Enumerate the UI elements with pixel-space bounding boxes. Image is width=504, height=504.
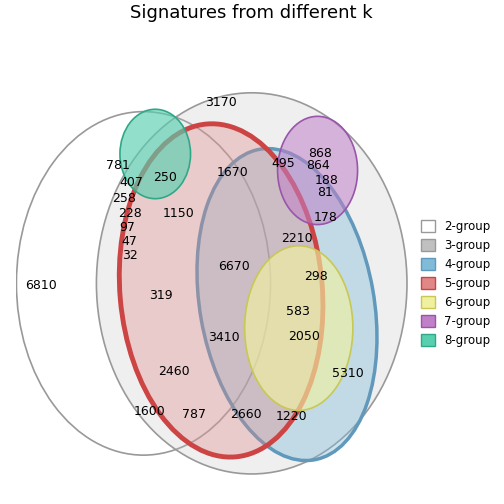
Text: 868: 868	[308, 148, 332, 160]
Text: 2210: 2210	[281, 232, 312, 245]
Ellipse shape	[244, 246, 353, 410]
Text: 6810: 6810	[25, 279, 57, 292]
Text: 495: 495	[272, 157, 295, 170]
Text: 47: 47	[121, 234, 137, 247]
Text: 1220: 1220	[276, 410, 307, 422]
Text: 1670: 1670	[217, 166, 249, 179]
Text: 2660: 2660	[230, 408, 262, 421]
Ellipse shape	[119, 124, 323, 457]
Text: 188: 188	[315, 174, 339, 187]
Legend: 2-group, 3-group, 4-group, 5-group, 6-group, 7-group, 8-group: 2-group, 3-group, 4-group, 5-group, 6-gr…	[421, 220, 490, 347]
Text: 787: 787	[182, 408, 206, 421]
Text: 864: 864	[306, 159, 330, 172]
Text: 250: 250	[153, 171, 176, 184]
Text: 6670: 6670	[218, 261, 250, 273]
Text: 258: 258	[112, 192, 136, 205]
Text: 97: 97	[119, 221, 135, 234]
Text: 2460: 2460	[158, 365, 190, 379]
Text: 1600: 1600	[133, 405, 165, 418]
Text: 228: 228	[118, 207, 142, 220]
Ellipse shape	[120, 109, 191, 199]
Ellipse shape	[278, 116, 357, 225]
Text: 1150: 1150	[163, 207, 195, 220]
Text: 81: 81	[317, 186, 333, 199]
Text: 298: 298	[304, 270, 328, 283]
Text: 5310: 5310	[332, 367, 364, 380]
Text: 319: 319	[150, 289, 173, 301]
Title: Signatures from different k: Signatures from different k	[131, 4, 373, 22]
Text: 407: 407	[120, 176, 144, 188]
Text: 178: 178	[314, 211, 338, 224]
Text: 3170: 3170	[205, 96, 237, 109]
Text: 3410: 3410	[208, 331, 239, 344]
Text: 2050: 2050	[288, 330, 321, 343]
Text: 583: 583	[286, 305, 310, 318]
Ellipse shape	[96, 93, 407, 474]
Ellipse shape	[197, 149, 377, 461]
Text: 781: 781	[106, 159, 130, 172]
Text: 32: 32	[122, 248, 138, 262]
